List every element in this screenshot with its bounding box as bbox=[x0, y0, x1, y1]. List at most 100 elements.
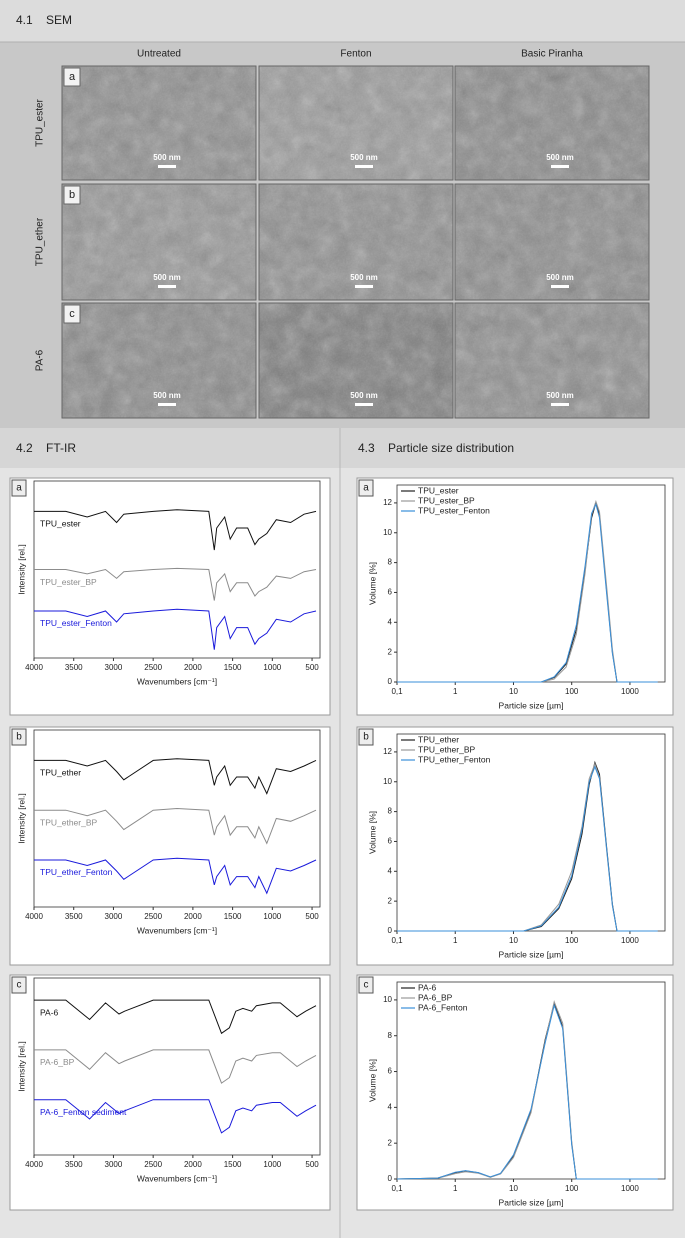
scale-bar-label: 500 nm bbox=[153, 153, 181, 162]
sem-frame bbox=[258, 65, 454, 181]
x-tick-label: 1000 bbox=[263, 912, 281, 921]
legend-label: TPU_ether_BP bbox=[418, 744, 475, 754]
legend-label: TPU_ester_Fenton bbox=[418, 505, 490, 515]
y-tick-label: 10 bbox=[383, 528, 392, 537]
y-tick-label: 4 bbox=[388, 1102, 393, 1111]
panel-letter: a bbox=[363, 483, 369, 494]
panel-letter: c bbox=[17, 980, 22, 991]
x-tick-label: 1 bbox=[453, 687, 458, 696]
x-axis-label: Wavenumbers [cm⁻¹] bbox=[137, 925, 217, 935]
x-tick-label: 3500 bbox=[65, 663, 83, 672]
x-tick-label: 100 bbox=[565, 1184, 579, 1193]
series-line bbox=[34, 758, 317, 795]
panel-letter-box bbox=[358, 976, 374, 994]
x-tick-label: 100 bbox=[565, 936, 579, 945]
panel-letter: a bbox=[69, 71, 76, 83]
x-tick-label: 2500 bbox=[144, 912, 162, 921]
series-line bbox=[34, 807, 317, 845]
sem-grain bbox=[455, 184, 649, 300]
x-tick-label: 500 bbox=[305, 912, 319, 921]
scale-bar bbox=[355, 285, 373, 288]
series-line bbox=[34, 509, 317, 551]
x-tick-label: 2500 bbox=[144, 663, 162, 672]
x-tick-label: 0,1 bbox=[391, 1184, 403, 1193]
x-tick-label: 1500 bbox=[224, 663, 242, 672]
y-tick-label: 6 bbox=[388, 588, 393, 597]
x-tick-label: 1000 bbox=[621, 687, 639, 696]
series-label: PA-6 bbox=[40, 1007, 59, 1017]
series-line bbox=[34, 608, 317, 650]
series-line bbox=[397, 502, 658, 683]
plot-frame bbox=[33, 729, 321, 908]
series-label: TPU_ether_Fenton bbox=[40, 867, 113, 877]
y-tick-label: 0 bbox=[388, 926, 393, 935]
x-tick-label: 2000 bbox=[184, 912, 202, 921]
x-tick-label: 2000 bbox=[184, 1160, 202, 1169]
scale-bar bbox=[551, 165, 569, 168]
sem-grain bbox=[259, 303, 453, 418]
x-tick-label: 10 bbox=[509, 1184, 518, 1193]
x-axis-label: Particle size [µm] bbox=[499, 700, 564, 710]
lower-header bbox=[0, 428, 685, 468]
scale-bar-label: 500 nm bbox=[350, 391, 378, 400]
section-title: Particle size distribution bbox=[388, 441, 514, 455]
x-tick-label: 1 bbox=[453, 1184, 458, 1193]
panel bbox=[9, 974, 331, 1211]
x-tick-label: 10 bbox=[509, 687, 518, 696]
x-tick-label: 2500 bbox=[144, 1160, 162, 1169]
x-tick-label: 3000 bbox=[105, 1160, 123, 1169]
series-label: TPU_ether bbox=[40, 768, 81, 778]
y-tick-label: 4 bbox=[388, 617, 393, 626]
scale-bar bbox=[355, 403, 373, 406]
x-tick-label: 0,1 bbox=[391, 936, 403, 945]
scale-bar-label: 500 nm bbox=[153, 391, 181, 400]
series-label: TPU_ester bbox=[40, 519, 81, 529]
panel-letter-box bbox=[63, 67, 81, 87]
y-tick-label: 0 bbox=[388, 677, 393, 686]
section-number: 4.2 bbox=[16, 441, 33, 455]
series-line bbox=[34, 857, 317, 895]
y-tick-label: 2 bbox=[388, 647, 393, 656]
panel-letter: a bbox=[16, 483, 22, 494]
y-tick-label: 8 bbox=[388, 1031, 393, 1040]
series-line bbox=[34, 567, 317, 601]
x-tick-label: 10 bbox=[509, 936, 518, 945]
y-axis-label: Volume [%] bbox=[367, 811, 377, 854]
y-tick-label: 10 bbox=[383, 777, 392, 786]
series-label: TPU_ester_BP bbox=[40, 577, 97, 587]
x-tick-label: 1500 bbox=[224, 1160, 242, 1169]
series-label: TPU_ether_BP bbox=[40, 817, 97, 827]
legend-label: PA-6 bbox=[418, 982, 437, 992]
legend-label: TPU_ester bbox=[418, 485, 459, 495]
panel-letter: c bbox=[69, 308, 75, 320]
x-tick-label: 3000 bbox=[105, 912, 123, 921]
y-axis-label: Intensity [rel.] bbox=[16, 544, 26, 595]
y-axis-label: Intensity [rel.] bbox=[16, 793, 26, 844]
column-header: Fenton bbox=[340, 49, 371, 60]
panel bbox=[9, 726, 331, 966]
y-tick-label: 2 bbox=[388, 1138, 393, 1147]
row-label: TPU_ether bbox=[35, 217, 46, 266]
sem-grain bbox=[62, 184, 256, 300]
sem-frame bbox=[61, 183, 257, 301]
panel-letter-box bbox=[11, 479, 27, 497]
y-tick-label: 2 bbox=[388, 896, 393, 905]
x-tick-label: 4000 bbox=[25, 912, 43, 921]
y-tick-label: 0 bbox=[388, 1174, 393, 1183]
series-line bbox=[34, 1049, 317, 1084]
section-number: 4.1 bbox=[16, 13, 33, 27]
x-tick-label: 500 bbox=[305, 663, 319, 672]
legend-label: TPU_ether_Fenton bbox=[418, 754, 491, 764]
sem-frame bbox=[258, 302, 454, 419]
scale-bar bbox=[158, 403, 176, 406]
column-header: Basic Piranha bbox=[521, 49, 583, 60]
y-tick-label: 10 bbox=[383, 995, 392, 1004]
sem-frame bbox=[61, 65, 257, 181]
scale-bar-label: 500 nm bbox=[350, 273, 378, 282]
scale-bar-label: 500 nm bbox=[546, 153, 574, 162]
plot-frame bbox=[396, 733, 666, 932]
y-axis-label: Volume [%] bbox=[367, 562, 377, 605]
series-label: PA-6_Fenton sediment bbox=[40, 1107, 127, 1117]
x-tick-label: 1000 bbox=[263, 663, 281, 672]
sem-frame bbox=[61, 302, 257, 419]
